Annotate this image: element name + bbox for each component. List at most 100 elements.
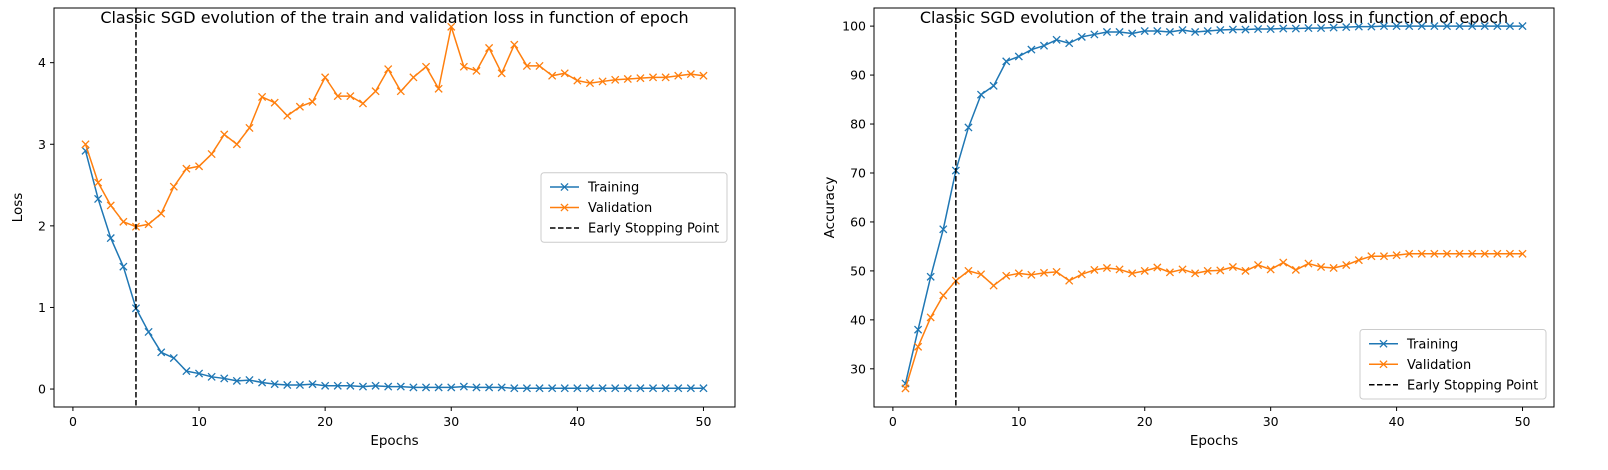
x-tick-label: 10 [1011, 414, 1027, 429]
data-point-training [1216, 25, 1225, 35]
x-axis-label: Epochs [370, 433, 418, 449]
data-point-validation [964, 266, 973, 275]
x-tick-label: 0 [889, 414, 897, 429]
data-point-training [1304, 24, 1313, 33]
data-point-validation [1455, 249, 1464, 258]
x-tick-label: 30 [1263, 414, 1279, 429]
data-point-validation [1241, 266, 1250, 275]
data-point-validation [535, 61, 544, 70]
x-tick-label: 20 [317, 414, 333, 429]
data-point-training [1178, 25, 1187, 35]
data-point-training [106, 234, 115, 243]
data-point-validation [81, 140, 90, 149]
data-point-validation [522, 61, 531, 70]
y-tick-label: 90 [850, 68, 866, 83]
series-line-training [904, 25, 1523, 384]
data-point-validation [598, 77, 607, 86]
data-point-validation [497, 69, 506, 78]
legend-label: Early Stopping Point [1407, 378, 1538, 393]
data-point-training [371, 381, 380, 390]
data-point-validation [648, 73, 658, 82]
data-point-validation [409, 73, 418, 82]
data-point-validation [295, 102, 304, 111]
data-point-validation [94, 178, 103, 187]
data-point-validation [119, 217, 128, 226]
data-point-validation [371, 87, 380, 96]
y-tick-label: 70 [850, 165, 866, 180]
data-point-training [1102, 27, 1112, 37]
data-point-training [964, 123, 973, 132]
data-point-training [396, 382, 405, 391]
data-point-validation [232, 140, 241, 149]
data-point-training [914, 325, 923, 334]
chart-title: Classic SGD evolution of the train and v… [100, 8, 688, 27]
data-point-validation [144, 220, 153, 229]
data-point-training [510, 384, 519, 393]
data-point-validation [1153, 263, 1162, 272]
y-axis-label: Accuracy [822, 177, 838, 239]
data-point-validation [1480, 249, 1489, 258]
data-point-validation [346, 92, 355, 101]
axes-frame [873, 7, 1555, 408]
data-point-training [1518, 22, 1527, 31]
data-point-validation [1216, 266, 1225, 275]
data-point-validation [434, 84, 443, 93]
data-point-training [661, 384, 670, 393]
data-point-validation [220, 130, 229, 139]
data-point-validation [939, 291, 948, 300]
data-point-training [169, 353, 178, 363]
data-point-training [1065, 39, 1074, 48]
data-point-training [1165, 27, 1174, 37]
y-tick-label: 4 [38, 55, 46, 70]
data-point-validation [485, 43, 494, 53]
data-point-validation [1065, 276, 1074, 285]
data-point-training [409, 383, 418, 392]
data-point-validation [258, 92, 267, 101]
data-point-training [1203, 26, 1212, 36]
data-point-training [1140, 26, 1149, 36]
x-axis-label: Epochs [1190, 433, 1238, 449]
data-point-training [989, 81, 998, 90]
series-line-training [84, 150, 704, 389]
data-point-validation [384, 65, 393, 74]
x-tick-label: 40 [1389, 414, 1405, 429]
data-point-training [1493, 22, 1502, 31]
data-point-training [485, 383, 494, 392]
data-point-validation [1140, 266, 1149, 275]
data-point-training [926, 272, 935, 281]
data-point-training [346, 381, 355, 390]
data-point-training [295, 380, 304, 390]
data-point-training [674, 384, 683, 393]
data-point-training [939, 225, 948, 234]
data-point-validation [636, 74, 645, 83]
data-point-training [636, 384, 645, 393]
data-point-validation [1178, 265, 1187, 274]
data-point-training [144, 327, 153, 336]
legend-label: Early Stopping Point [588, 222, 719, 237]
data-point-validation [1316, 262, 1326, 272]
data-point-validation [396, 87, 405, 96]
x-tick-label: 0 [69, 414, 77, 429]
data-point-validation [573, 76, 582, 85]
data-point-training [94, 194, 103, 203]
data-point-validation [1329, 263, 1338, 273]
data-point-validation [1090, 265, 1099, 274]
legend: Training Validation Early Stopping Point [540, 172, 728, 243]
data-point-validation [926, 313, 935, 322]
plot-area [901, 8, 1527, 407]
data-point-validation [976, 270, 986, 279]
data-point-validation [1354, 256, 1363, 265]
data-point-training [1077, 32, 1086, 41]
data-point-training [573, 384, 582, 393]
data-point-validation [623, 74, 632, 84]
legend-marker [560, 182, 569, 192]
x-tick-label: 50 [696, 414, 712, 429]
data-point-validation [1468, 249, 1477, 258]
data-point-validation [1430, 249, 1439, 258]
data-point-training [1241, 25, 1250, 34]
y-tick-label: 3 [38, 137, 46, 152]
data-point-validation [686, 70, 695, 79]
data-point-validation [661, 73, 670, 82]
data-point-training [220, 374, 229, 383]
y-tick-label: 60 [850, 214, 866, 229]
